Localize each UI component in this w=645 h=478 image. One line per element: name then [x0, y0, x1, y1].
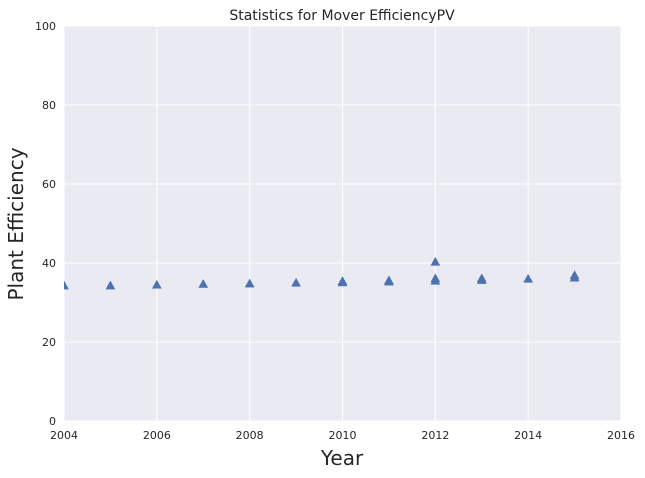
x-tick-label: 2014	[514, 429, 542, 442]
data-point-triangle	[430, 273, 441, 283]
x-tick-label: 2016	[607, 429, 635, 442]
data-point-triangle	[476, 273, 487, 283]
y-axis-ticks: 0 20 40 60 80 100	[35, 20, 56, 428]
y-tick-label: 0	[49, 415, 56, 428]
y-tick-label: 80	[42, 99, 56, 112]
x-tick-label: 2008	[236, 429, 264, 442]
x-axis-label: Year	[320, 446, 364, 470]
y-tick-label: 20	[42, 336, 56, 349]
data-point-triangle	[430, 256, 441, 266]
y-tick-label: 60	[42, 178, 56, 191]
x-axis-ticks: 2004 2006 2008 2010 2012 2014 2016	[50, 429, 635, 442]
data-point-triangle	[523, 273, 534, 283]
y-tick-label: 100	[35, 20, 56, 33]
x-tick-label: 2012	[421, 429, 449, 442]
x-tick-label: 2004	[50, 429, 78, 442]
x-tick-label: 2010	[329, 429, 357, 442]
data-points	[64, 256, 580, 290]
data-point-triangle	[569, 270, 580, 280]
data-point-triangle	[198, 278, 209, 288]
data-point-triangle	[64, 280, 69, 290]
data-point-triangle	[151, 279, 162, 289]
data-point-triangle	[383, 275, 394, 285]
y-axis-label: Plant Efficiency	[4, 147, 28, 300]
data-point-triangle	[244, 278, 255, 288]
y-tick-label: 40	[42, 257, 56, 270]
data-point-triangle	[105, 280, 116, 290]
data-point-triangle	[291, 277, 302, 287]
data-point-triangle	[337, 276, 348, 286]
grid-lines	[63, 25, 622, 422]
x-tick-label: 2006	[143, 429, 171, 442]
chart-title: Statistics for Mover EfficiencyPV	[229, 8, 455, 24]
